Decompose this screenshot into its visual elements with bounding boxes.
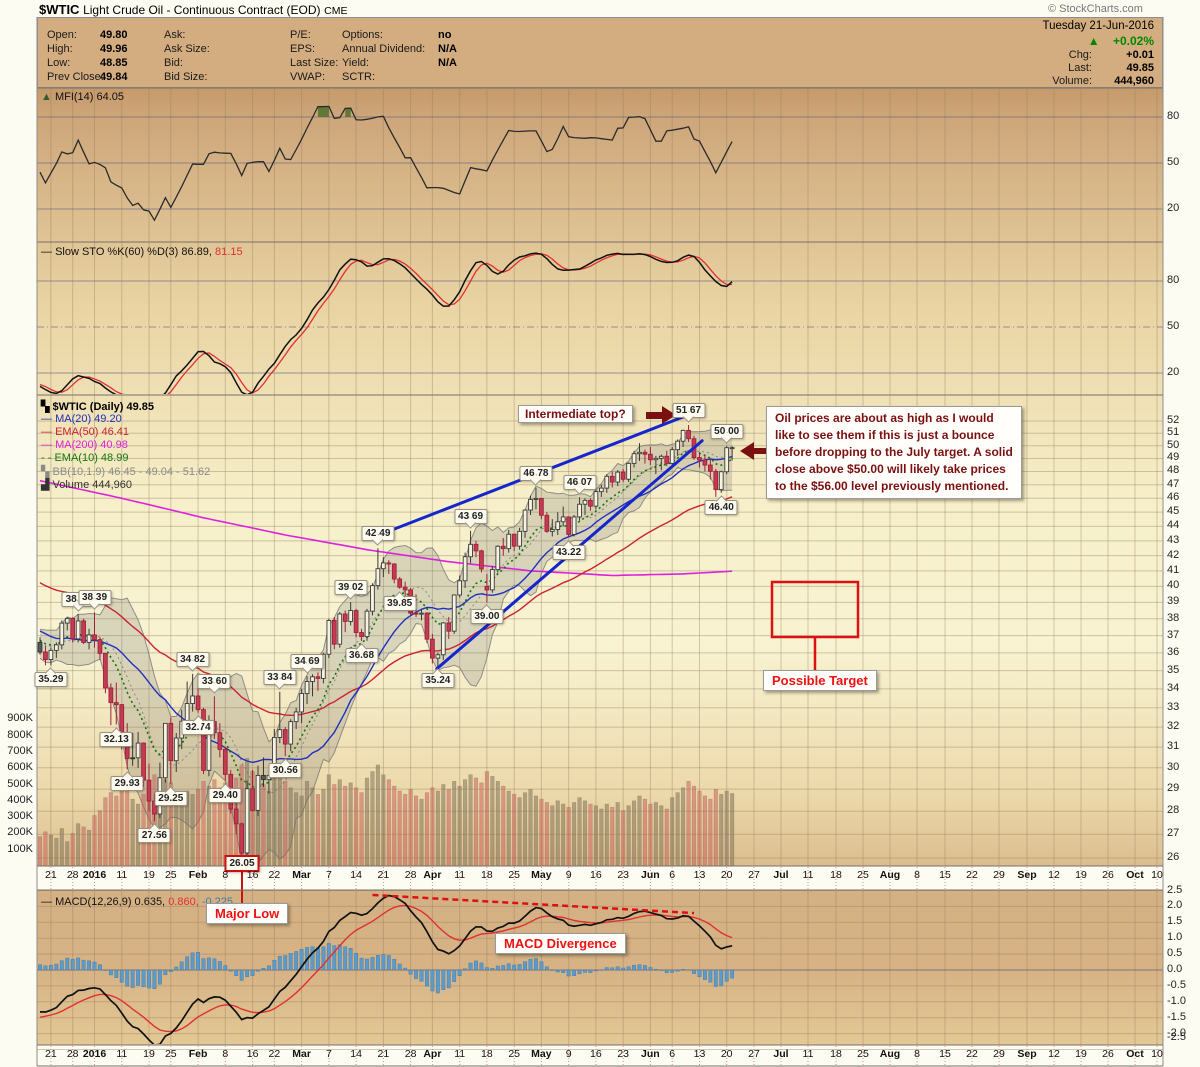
annual-dividend-label: Annual Dividend: bbox=[342, 43, 426, 55]
bid-label: Bid: bbox=[164, 57, 183, 69]
quote-panel: Open: 49.80 High: 49.96 Low: 48.85 Prev … bbox=[37, 17, 1163, 88]
yield-value: N/A bbox=[438, 57, 457, 69]
up-triangle-icon: ▲ bbox=[1087, 34, 1100, 48]
macd-panel bbox=[38, 893, 735, 1044]
quote-date: Tuesday 21-Jun-2016 bbox=[1042, 20, 1154, 32]
options-value: no bbox=[438, 29, 452, 41]
ask-label: Ask: bbox=[164, 29, 186, 41]
low-value: 48.85 bbox=[100, 57, 128, 69]
bid-size-label: Bid Size: bbox=[164, 71, 208, 83]
pe-label: P/E: bbox=[290, 29, 311, 41]
mfi-panel bbox=[39, 105, 733, 222]
page-title: $WTIC Light Crude Oil - Continuous Contr… bbox=[39, 2, 347, 17]
chg-label: Chg: bbox=[1068, 49, 1092, 61]
volume-label: Volume: bbox=[1052, 75, 1092, 87]
prev-close-value: 49.84 bbox=[100, 71, 128, 83]
open-value: 49.80 bbox=[100, 29, 128, 41]
ticker-name: Light Crude Oil - Continuous Contract (E… bbox=[83, 3, 321, 17]
annotation-shapes bbox=[241, 406, 860, 905]
date-axis-strip-bottom bbox=[37, 1045, 1163, 1067]
panel-frames bbox=[36, 17, 1164, 1067]
prev-close-label: Prev Close: bbox=[47, 71, 104, 83]
high-label: High: bbox=[47, 43, 73, 55]
gridlines bbox=[37, 89, 1163, 1066]
ticker-exchange: CME bbox=[324, 5, 348, 17]
volume-value: 444,960 bbox=[1114, 75, 1154, 87]
low-label: Low: bbox=[47, 57, 71, 69]
copyright: © StockCharts.com bbox=[1048, 3, 1143, 15]
price-panel bbox=[37, 412, 735, 866]
ask-size-label: Ask Size: bbox=[164, 43, 210, 55]
sto-panel bbox=[39, 252, 733, 394]
open-label: Open: bbox=[47, 29, 77, 41]
annual-dividend-value: N/A bbox=[438, 43, 457, 55]
sctr-label: SCTR: bbox=[342, 71, 375, 83]
options-label: Options: bbox=[342, 29, 383, 41]
high-value: 49.96 bbox=[100, 43, 128, 55]
vwap-label: VWAP: bbox=[290, 71, 326, 83]
ticker-symbol: $WTIC bbox=[39, 2, 80, 17]
last-label: Last: bbox=[1068, 62, 1092, 74]
last-size-label: Last Size: bbox=[290, 57, 339, 69]
yield-label: Yield: bbox=[342, 57, 370, 69]
last-value: 49.85 bbox=[1126, 62, 1154, 74]
pct-change: ▲ +0.02% bbox=[1087, 34, 1154, 48]
chg-value: +0.01 bbox=[1126, 49, 1154, 61]
eps-label: EPS: bbox=[290, 43, 316, 55]
